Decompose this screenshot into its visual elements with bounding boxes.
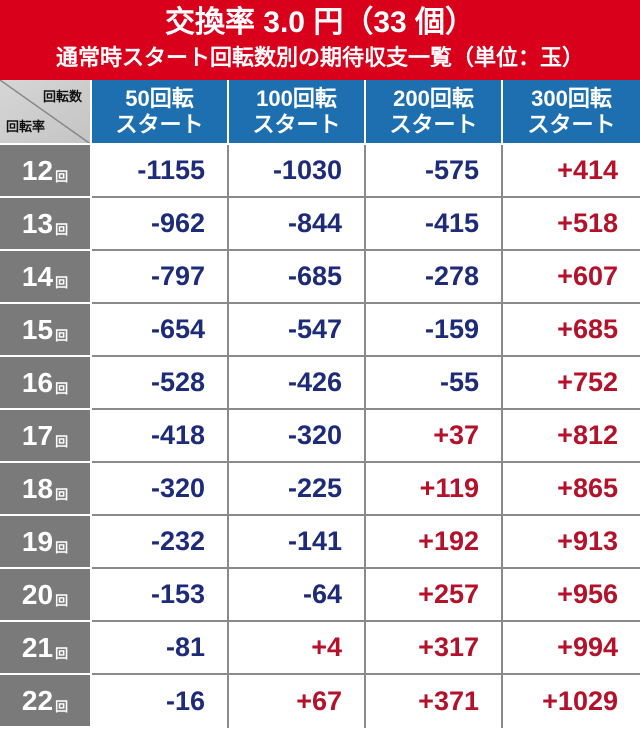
table-cell: +257	[366, 569, 503, 622]
row-rate-unit: 回	[55, 434, 69, 449]
diagonal-divider	[0, 80, 90, 143]
table-cell: +994	[503, 622, 640, 675]
row-rate-value: 20	[21, 578, 54, 610]
table-cell: +371	[366, 675, 503, 728]
page-subtitle: 通常時スタート回転数別の期待収支一覧（単位：玉）	[55, 45, 584, 70]
table-cell: +119	[366, 463, 503, 516]
row-header: 21 回	[0, 622, 92, 675]
table-cell: +1029	[542, 686, 618, 716]
table-cell: -1030	[229, 145, 366, 198]
table-cell: +67	[229, 675, 366, 728]
table-cell: -844	[229, 198, 366, 251]
table-cell: -685	[229, 251, 366, 304]
table-cell: +518	[503, 198, 640, 251]
row-rate-value: 14	[21, 260, 54, 292]
table-cell: +607	[503, 251, 640, 304]
row-rate-unit: 回	[55, 328, 69, 343]
row-header: 17 回	[0, 410, 92, 463]
row-rate-unit: 回	[55, 699, 69, 714]
table-row: 13 回 -962 -844 -415 +518	[0, 198, 640, 251]
table-cell: -575	[366, 145, 503, 198]
table-cell: -141	[229, 516, 366, 569]
row-header: 15 回	[0, 304, 92, 357]
table-cell: -153	[92, 569, 229, 622]
corner-spins-label: 回転数	[42, 89, 82, 104]
corner-rate-label: 回転率	[6, 119, 46, 134]
row-rate-unit: 回	[55, 222, 69, 237]
row-rate-value: 22	[21, 684, 54, 716]
column-header-2: 200回転 スタート	[366, 80, 503, 145]
row-rate-value: 15	[21, 313, 54, 345]
table-cell: -64	[229, 569, 366, 622]
row-rate-unit: 回	[55, 381, 69, 396]
row-header: 19 回	[0, 516, 92, 569]
page-title: 交換率 3.0 円（33 個）	[164, 6, 476, 39]
table-cell: -81	[92, 622, 229, 675]
table-row: 17 回 -418 -320 +37 +812	[0, 410, 640, 463]
table-cell: +317	[366, 622, 503, 675]
row-rate-unit: 回	[55, 646, 69, 661]
row-rate-value: 21	[21, 631, 54, 663]
table-cell: -415	[366, 198, 503, 251]
row-header: 16 回	[0, 357, 92, 410]
table-cell: +812	[503, 410, 640, 463]
table-cell: -55	[366, 357, 503, 410]
table-row: 22 回 -16 +67 +371 +1029	[0, 675, 640, 728]
row-header: 22 回	[0, 675, 92, 728]
row-header: 12 回	[0, 145, 92, 198]
row-rate-value: 18	[21, 472, 54, 504]
table-row: 16 回 -528 -426 -55 +752	[0, 357, 640, 410]
table-row: 18 回 -320 -225 +119 +865	[0, 463, 640, 516]
table-row: 20 回 -153 -64 +257 +956	[0, 569, 640, 622]
table-cell: +752	[503, 357, 640, 410]
row-header: 20 回	[0, 569, 92, 622]
table-cell: +414	[503, 145, 640, 198]
table-cell: -962	[92, 198, 229, 251]
row-rate-value: 19	[21, 525, 54, 557]
table-cell: +4	[229, 622, 366, 675]
row-header: 18 回	[0, 463, 92, 516]
table-cell: -418	[92, 410, 229, 463]
table-cell: -278	[366, 251, 503, 304]
title-banner: 交換率 3.0 円（33 個） 通常時スタート回転数別の期待収支一覧（単位：玉）	[0, 0, 640, 80]
table-cell: -225	[229, 463, 366, 516]
table-cell: -16	[92, 675, 229, 728]
row-header: 13 回	[0, 198, 92, 251]
column-header-1: 100回転 スタート	[229, 80, 366, 145]
table-row: 21 回 -81 +4 +317 +994	[0, 622, 640, 675]
table-cell: -426	[229, 357, 366, 410]
row-rate-unit: 回	[55, 540, 69, 555]
table-row: 14 回 -797 -685 -278 +607	[0, 251, 640, 304]
column-header-0: 50回転 スタート	[92, 80, 229, 145]
row-rate-value: 12	[21, 154, 54, 186]
table-cell: +37	[366, 410, 503, 463]
row-rate-unit: 回	[55, 169, 69, 184]
row-rate-unit: 回	[55, 593, 69, 608]
column-header-3: 300回転 スタート	[503, 80, 640, 145]
row-rate-value: 17	[21, 419, 54, 451]
table-corner-header: 回転数 回転率	[0, 80, 92, 145]
table-cell: +913	[503, 516, 640, 569]
table-cell: -1155	[92, 145, 229, 198]
row-rate-unit: 回	[55, 275, 69, 290]
table-cell: +685	[503, 304, 640, 357]
table-cell: +956	[503, 569, 640, 622]
table-row: 15 回 -654 -547 -159 +685	[0, 304, 640, 357]
table-cell: -159	[366, 304, 503, 357]
row-header: 14 回	[0, 251, 92, 304]
table-cell: -654	[92, 304, 229, 357]
table-row: 19 回 -232 -141 +192 +913	[0, 516, 640, 569]
table-cell: +865	[503, 463, 640, 516]
table-cell: +192	[366, 516, 503, 569]
row-rate-unit: 回	[55, 487, 69, 502]
table-cell: -797	[92, 251, 229, 304]
table-cell: -232	[92, 516, 229, 569]
table-cell: -528	[92, 357, 229, 410]
table-cell: -320	[92, 463, 229, 516]
row-rate-value: 13	[21, 207, 54, 239]
table-row: 12 回 -1155 -1030 -575 +414	[0, 145, 640, 198]
table-cell: -320	[229, 410, 366, 463]
row-rate-value: 16	[21, 366, 54, 398]
table-cell: -547	[229, 304, 366, 357]
